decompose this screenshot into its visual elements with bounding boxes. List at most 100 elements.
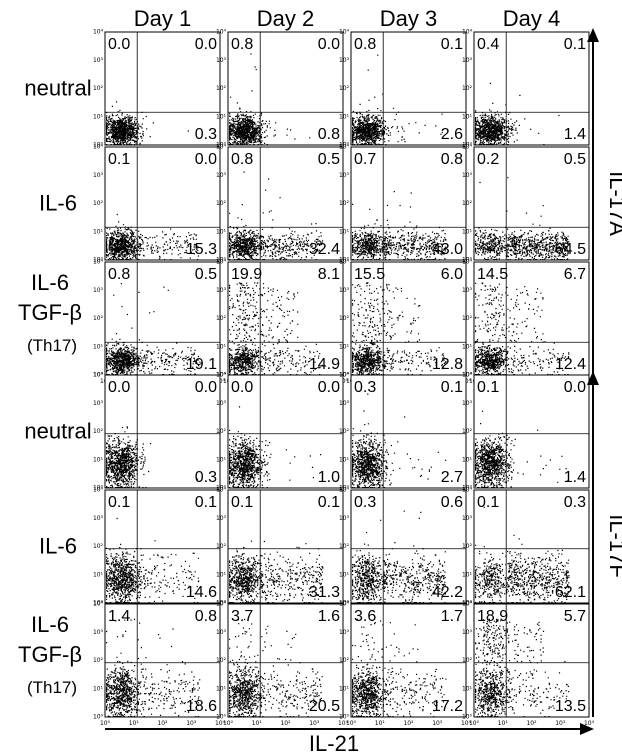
y-tick-label: 10³ <box>462 515 473 522</box>
event-dots <box>352 191 447 261</box>
y-tick-label: 10⁴ <box>93 372 104 379</box>
quadrant-upper-right-value: 0.6 <box>441 494 463 511</box>
y-tick-label: 10³ <box>462 172 473 179</box>
dot-plot-0-0-0: 0.0 0.0 0.3 10⁰ 10¹ 10² 10³ 10⁴ <box>93 29 221 149</box>
y-tick-label: 10⁰ <box>339 600 350 607</box>
x-tick-label: 10⁴ <box>215 720 226 727</box>
column-header-day-3: Day 3 <box>380 6 437 31</box>
y-axis-arrowhead <box>587 28 599 42</box>
y-tick-label: 10¹ <box>339 456 350 463</box>
y-tick-label: 10⁴ <box>216 29 227 36</box>
y-tick-label: 10¹ <box>339 343 350 350</box>
quadrant-upper-left-value: 3.6 <box>354 608 376 625</box>
y-tick-label: 10³ <box>462 400 473 407</box>
y-tick-label: 10⁰ <box>216 372 227 379</box>
quadrant-upper-right-value: 0.0 <box>318 36 340 53</box>
y-tick-label: 10⁰ <box>216 142 227 149</box>
quadrant-lower-right-value: 12.8 <box>432 356 463 373</box>
dot-plot-1-0-2: 0.3 0.1 2.7 10⁰ 10¹ 10² 10³ 10⁴ <box>339 372 467 492</box>
y-tick-label: 10⁰ <box>462 714 473 721</box>
x-axis-arrowhead <box>580 723 594 735</box>
x-tick-label: 10³ <box>432 720 443 727</box>
y-tick-label: 10² <box>93 315 104 322</box>
y-tick-label: 10² <box>216 200 227 207</box>
x-tick-label: 10⁴ <box>338 720 349 727</box>
quadrant-lower-right-value: 15.3 <box>186 241 217 258</box>
quadrant-upper-right-value: 0.8 <box>195 608 217 625</box>
y-tick-label: 10² <box>339 657 350 664</box>
plot-frame <box>473 374 590 489</box>
y-tick-label: 10² <box>216 85 227 92</box>
quadrant-lower-right-value: 20.5 <box>309 698 340 715</box>
row-label-1-0: neutral <box>24 419 91 444</box>
y-tick-label: 10⁴ <box>216 487 227 494</box>
y-tick-label: 10² <box>462 428 473 435</box>
x-tick-label: 10² <box>403 720 414 727</box>
dot-plot-0-2-1: 19.98.114.910⁰10¹10²10³10⁴10⁰10¹10²10³10… <box>216 259 349 386</box>
y-tick-label: 10⁰ <box>93 372 104 379</box>
y-tick-label: 10¹ <box>216 571 227 578</box>
x-tick-label: 10⁴ <box>461 720 472 727</box>
quadrant-upper-left-value: 1.4 <box>108 608 130 625</box>
y-tick-label: 10⁰ <box>462 257 473 264</box>
y-tick-label: 10¹ <box>216 343 227 350</box>
quadrant-upper-left-value: 0.2 <box>477 151 499 168</box>
quadrant-upper-left-value: 0.3 <box>354 379 376 396</box>
quadrant-upper-left-value: 0.1 <box>108 494 130 511</box>
dot-plot-1-1-0: 0.1 0.1 14.6 10⁰ 10¹ 10² 10³ 10⁴ <box>93 487 221 607</box>
x-tick-label: 10³ <box>309 720 320 727</box>
quadrant-upper-right-value: 0.1 <box>441 379 463 396</box>
quadrant-lower-right-value: 14.9 <box>309 356 340 373</box>
column-header-day-1: Day 1 <box>134 6 191 31</box>
y-tick-label: 10¹ <box>339 685 350 692</box>
dot-plot-0-1-0: 0.1 0.0 15.3 10⁰ 10¹ 10² 10³ 10⁴ <box>93 144 221 264</box>
y-tick-label: 10⁴ <box>216 601 227 608</box>
quadrant-lower-right-value: 1.4 <box>564 469 586 486</box>
plot-frame <box>473 603 590 718</box>
dot-plot-0-2-0: 0.80.519.110⁰10¹10²10³10⁴10⁰10¹10²10³10⁴ <box>93 259 226 386</box>
quadrant-lower-right-value: 2.7 <box>441 469 463 486</box>
row-label-0-2-a: IL-6 <box>31 270 69 295</box>
quadrant-lower-right-value: 14.6 <box>186 584 217 601</box>
y-tick-label: 10³ <box>462 629 473 636</box>
quadrant-upper-left-value: 0.0 <box>108 36 130 53</box>
y-tick-label: 10³ <box>216 629 227 636</box>
y-tick-label: 10² <box>339 543 350 550</box>
y-tick-label: 10³ <box>339 287 350 294</box>
quadrant-upper-left-value: 0.1 <box>231 494 253 511</box>
x-axis-label: IL-21 <box>309 731 359 752</box>
y-tick-label: 10⁴ <box>339 29 350 36</box>
event-dots <box>475 618 570 718</box>
quadrant-upper-left-value: 0.8 <box>108 266 130 283</box>
y-axis-arrowhead <box>587 371 599 385</box>
y-tick-label: 10⁴ <box>339 487 350 494</box>
y-tick-label: 10³ <box>216 57 227 64</box>
quadrant-lower-right-value: 0.8 <box>318 126 340 143</box>
y-tick-label: 10² <box>93 657 104 664</box>
y-tick-label: 10⁴ <box>462 29 473 36</box>
y-tick-label: 10³ <box>93 172 104 179</box>
x-tick-label: 10³ <box>555 720 566 727</box>
y-tick-label: 10³ <box>462 57 473 64</box>
quadrant-upper-left-value: 18.9 <box>477 608 508 625</box>
y-tick-label: 10⁰ <box>462 600 473 607</box>
quadrant-upper-right-value: 0.5 <box>564 151 586 168</box>
row-label-1-2-b: TGF-β <box>18 642 82 667</box>
quadrant-upper-right-value: 0.8 <box>441 151 463 168</box>
x-tick-label: 10¹ <box>129 720 140 727</box>
event-dots <box>352 618 447 718</box>
y-tick-label: 10⁰ <box>339 372 350 379</box>
y-tick-label: 10¹ <box>462 456 473 463</box>
x-tick-label: 10⁰ <box>346 720 357 727</box>
y-tick-label: 10⁴ <box>462 372 473 379</box>
event-dots <box>229 282 323 376</box>
y-tick-label: 10⁰ <box>339 142 350 149</box>
quadrant-upper-left-value: 0.3 <box>354 494 376 511</box>
event-dots <box>106 283 201 376</box>
y-tick-label: 10¹ <box>93 228 104 235</box>
row-label-0-1: IL-6 <box>39 191 77 216</box>
quadrant-lower-right-value: 43.0 <box>432 241 463 258</box>
y-tick-label: 10³ <box>339 172 350 179</box>
